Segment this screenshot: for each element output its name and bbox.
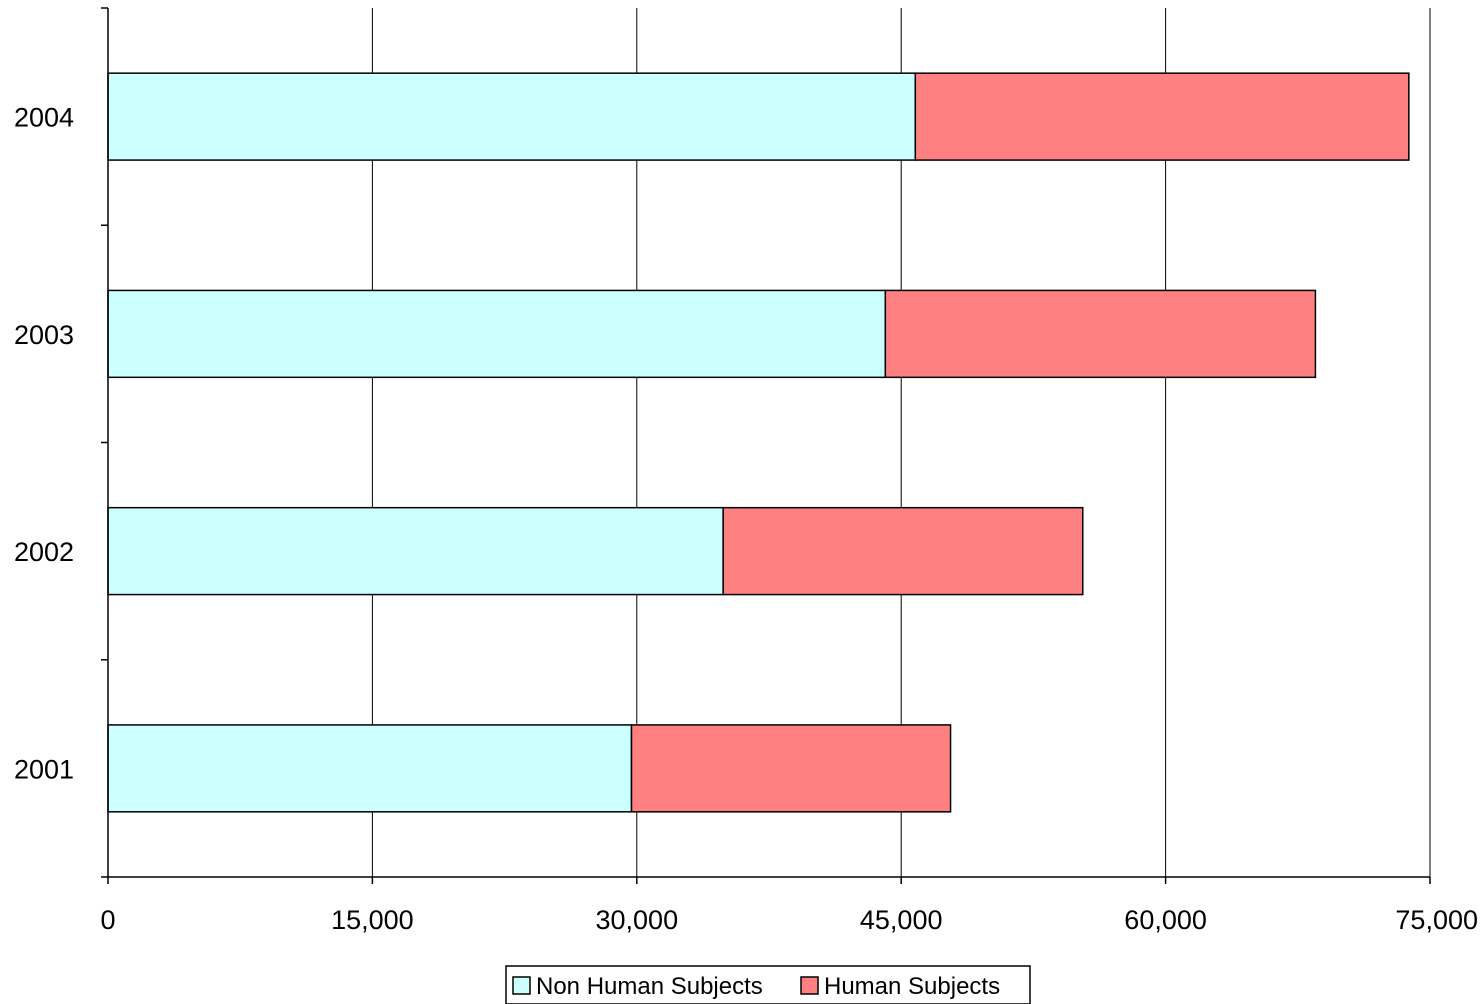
x-tick-label: 30,000 <box>596 905 679 935</box>
legend-label-non-human-subjects: Non Human Subjects <box>536 973 763 1000</box>
legend-label-human-subjects: Human Subjects <box>824 973 1000 1000</box>
x-tick-label: 0 <box>100 905 115 935</box>
bar-human-subjects-2004 <box>914 72 1410 161</box>
x-tick-labels: 0 15,000 30,000 45,000 60,000 75,000 <box>100 905 1478 935</box>
bar-non-human-subjects-2001 <box>107 724 633 813</box>
bar-human-subjects-2002 <box>722 506 1084 596</box>
bar-non-human-subjects-2002 <box>107 506 724 596</box>
y-category-labels: 2001 2002 2003 2004 <box>14 103 74 785</box>
bar-human-subjects-2001 <box>630 724 952 813</box>
axes <box>101 7 1431 884</box>
bar-non-human-subjects-2004 <box>107 72 917 161</box>
category-label-2003: 2003 <box>14 320 74 350</box>
legend: Non Human Subjects Human Subjects <box>505 965 1031 1004</box>
legend-swatch-human-subjects <box>800 976 819 995</box>
category-label-2001: 2001 <box>14 754 74 784</box>
bar-human-subjects-2003 <box>884 289 1317 379</box>
x-tick-label: 45,000 <box>860 905 943 935</box>
legend-box <box>505 965 1031 1004</box>
x-tick-label: 15,000 <box>331 905 414 935</box>
bar-non-human-subjects-2003 <box>107 289 887 379</box>
x-tick-label: 75,000 <box>1395 905 1478 935</box>
x-tick-label: 60,000 <box>1124 905 1207 935</box>
bars <box>107 72 1410 813</box>
category-label-2002: 2002 <box>14 537 74 567</box>
legend-swatch-non-human-subjects <box>512 976 531 995</box>
category-label-2004: 2004 <box>14 103 74 133</box>
